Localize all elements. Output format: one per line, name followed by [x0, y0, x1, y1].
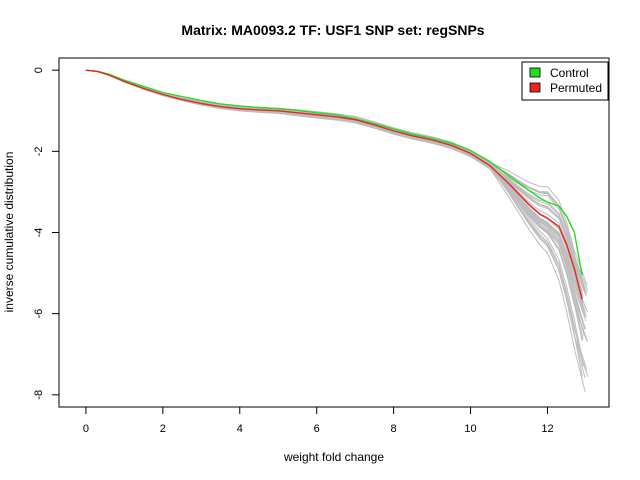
y-tick-label: -6	[33, 309, 45, 319]
permutation-line	[85, 69, 588, 341]
permutation-line	[85, 69, 584, 340]
x-tick-label: 4	[237, 423, 243, 435]
permutation-line	[85, 69, 584, 332]
x-tick-label: 8	[391, 423, 397, 435]
x-axis-label: weight fold change	[283, 450, 384, 464]
x-tick-label: 12	[541, 423, 553, 435]
series-line-permuted	[85, 69, 583, 300]
y-tick-label: -2	[33, 146, 45, 156]
legend-label-permuted: Permuted	[550, 81, 602, 95]
y-tick-label: 0	[33, 67, 45, 73]
permutation-lines	[85, 69, 589, 393]
permutation-line	[85, 69, 589, 342]
x-axis: 0 2 4 6 8 10 12	[83, 407, 554, 435]
series-lines	[85, 69, 583, 300]
x-tick-label: 10	[464, 423, 476, 435]
y-axis: 0 -2 -4 -6 -8	[33, 67, 59, 400]
y-axis-label: inverse cumulative distribution	[2, 152, 16, 313]
x-tick-label: 6	[314, 423, 320, 435]
permutation-line	[85, 69, 586, 330]
x-tick-label: 2	[160, 423, 166, 435]
series-line-control	[85, 69, 583, 276]
permutation-line	[85, 69, 587, 297]
permutation-line	[85, 69, 583, 342]
plot-box	[58, 57, 610, 408]
permutation-line	[85, 69, 586, 393]
legend-swatch-control	[529, 67, 541, 78]
legend-swatch-permuted	[529, 82, 541, 93]
legend-label-control: Control	[550, 66, 589, 80]
permutation-line	[85, 69, 585, 336]
y-tick-label: -4	[33, 228, 45, 238]
y-tick-label: -8	[33, 390, 45, 400]
chart-title: Matrix: MA0093.2 TF: USF1 SNP set: regSN…	[181, 22, 484, 38]
x-tick-label: 0	[83, 423, 89, 435]
